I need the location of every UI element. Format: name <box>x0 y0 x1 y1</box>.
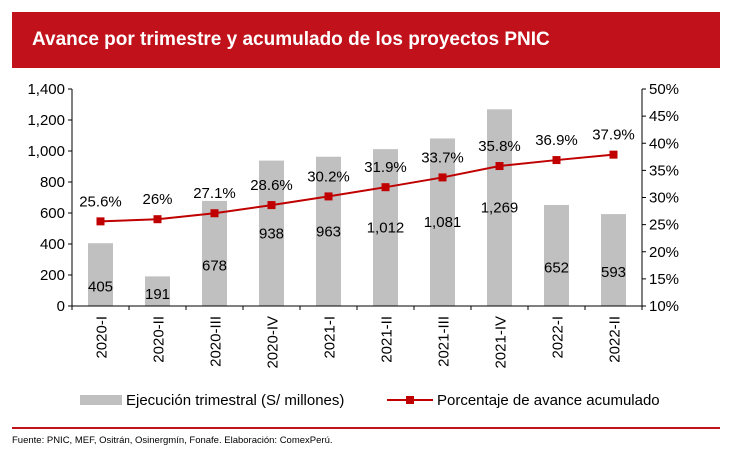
line-data-label: 27.1% <box>193 185 236 202</box>
left-tick-label: 1,200 <box>27 112 65 129</box>
line-marker <box>210 209 219 218</box>
page-title: Avance por trimestre y acumulado de los … <box>32 29 550 50</box>
legend-line-label: Porcentaje de avance acumulado <box>437 392 660 409</box>
right-tick-label: 40% <box>649 135 679 152</box>
right-tick-label: 50% <box>649 81 679 98</box>
x-category-label: 2021-II <box>379 316 396 363</box>
line-data-label: 36.9% <box>535 132 578 149</box>
bar-data-label: 1,081 <box>424 214 462 231</box>
left-tick-label: 600 <box>40 205 65 222</box>
left-tick-label: 1,000 <box>27 143 65 160</box>
x-category-label: 2022-II <box>607 316 624 363</box>
right-tick-label: 35% <box>649 162 679 179</box>
bar-2021-III <box>430 138 455 306</box>
line-marker <box>552 156 561 165</box>
right-tick-label: 20% <box>649 244 679 261</box>
bar-2020-II <box>145 276 170 306</box>
left-tick-label: 400 <box>40 236 65 253</box>
line-marker <box>153 215 162 224</box>
line-data-label: 35.8% <box>478 138 521 155</box>
x-category-label: 2020-III <box>208 316 225 367</box>
line-data-label: 28.6% <box>250 177 293 194</box>
bar-2022-II <box>601 214 626 306</box>
bar-data-label: 652 <box>544 259 569 276</box>
legend-line-marker <box>406 396 414 404</box>
line-marker <box>495 162 504 171</box>
bar-2020-III <box>202 200 227 306</box>
bar-2021-IV <box>487 109 512 307</box>
line-marker <box>96 217 105 226</box>
right-tick-label: 10% <box>649 298 679 315</box>
footer-divider <box>12 427 720 429</box>
bar-2022-I <box>544 204 569 306</box>
right-tick-label: 25% <box>649 217 679 234</box>
line-data-label: 31.9% <box>364 159 407 176</box>
source-note: Fuente: PNIC, MEF, Ositrán, Osinergmín, … <box>12 435 333 446</box>
bar-2021-II <box>373 149 398 306</box>
bar-data-label: 963 <box>316 223 341 240</box>
bar-data-label: 405 <box>88 279 113 296</box>
bar-2020-IV <box>259 160 284 306</box>
line-data-label: 30.2% <box>307 168 350 185</box>
line-marker <box>324 192 333 201</box>
bar-data-label: 938 <box>259 225 284 242</box>
bar-2020-I <box>88 243 113 306</box>
x-category-label: 2021-III <box>436 316 453 367</box>
x-category-label: 2021-IV <box>493 316 510 369</box>
line-data-label: 37.9% <box>592 127 635 144</box>
bar-data-label: 593 <box>601 264 626 281</box>
line-marker <box>381 183 390 192</box>
x-category-label: 2020-I <box>94 316 111 359</box>
right-tick-label: 30% <box>649 190 679 207</box>
right-tick-label: 45% <box>649 108 679 125</box>
line-data-label: 26% <box>142 191 172 208</box>
bar-data-label: 1,269 <box>481 200 519 217</box>
left-tick-label: 0 <box>57 298 65 315</box>
avance-acumulado-line <box>100 153 614 223</box>
line-marker <box>609 150 618 159</box>
right-tick-label: 15% <box>649 271 679 288</box>
bar-data-label: 678 <box>202 257 227 274</box>
line-data-label: 33.7% <box>421 149 464 166</box>
legend-bar-label: Ejecución trimestral (S/ millones) <box>126 392 344 409</box>
x-category-label: 2021-I <box>322 316 339 359</box>
bar-data-label: 191 <box>145 286 170 303</box>
bar-data-label: 1,012 <box>367 220 405 237</box>
legend-bar-swatch <box>80 395 122 405</box>
x-category-label: 2020-II <box>151 316 168 363</box>
left-tick-label: 1,400 <box>27 81 65 98</box>
bar-2021-I <box>316 156 341 306</box>
x-category-label: 2022-I <box>550 316 567 359</box>
title-banner: Avance por trimestre y acumulado de los … <box>12 12 720 68</box>
left-tick-label: 800 <box>40 174 65 191</box>
x-category-label: 2020-IV <box>265 316 282 369</box>
left-tick-label: 200 <box>40 267 65 284</box>
line-marker <box>267 201 276 210</box>
line-marker <box>438 173 447 182</box>
line-data-label: 25.6% <box>79 193 122 210</box>
